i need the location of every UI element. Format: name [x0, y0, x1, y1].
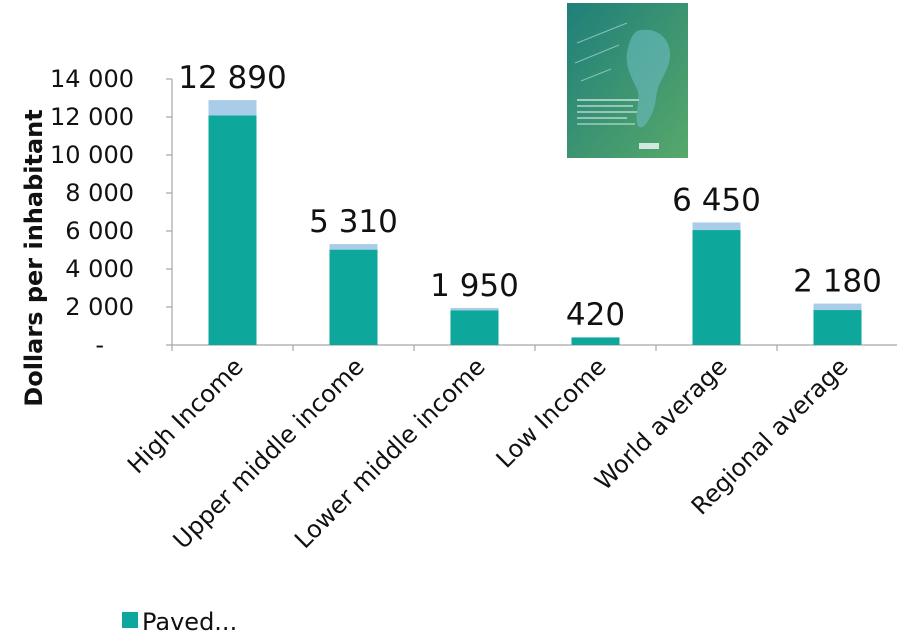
- bar-segment-paved: [329, 249, 378, 345]
- legend: Paved...: [122, 608, 237, 636]
- data-label: 6 450: [672, 182, 761, 218]
- bar-segment-series-2: [208, 100, 257, 116]
- bar-segment-series-2: [813, 303, 862, 311]
- y-tick-label: 8 000: [65, 179, 134, 207]
- bar-segment-paved: [813, 310, 862, 345]
- bar-segment-paved: [692, 230, 741, 345]
- y-tick-label: 14 000: [50, 65, 134, 93]
- y-tick-label: 4 000: [65, 255, 134, 283]
- legend-label-paved: Paved...: [142, 608, 237, 636]
- bar-segment-series-2: [571, 337, 620, 338]
- data-labels: 12 890 5 310 1 950 420 6 450 2 180: [178, 60, 882, 333]
- x-tick-label: High Income: [122, 352, 249, 479]
- legend-swatch-paved: [122, 612, 138, 628]
- y-tick-label: 10 000: [50, 141, 134, 169]
- x-axis-ticks: [171, 345, 778, 351]
- y-axis-title: Dollars per inhabitant: [20, 109, 48, 406]
- data-label: 5 310: [309, 204, 398, 240]
- y-tick-label: -: [95, 331, 104, 359]
- y-tick-label: 12 000: [50, 103, 134, 131]
- report-cover-image: [567, 3, 688, 158]
- bar-segment-series-2: [692, 222, 741, 231]
- x-tick-label: Low Income: [491, 352, 612, 473]
- y-axis-ticks: - 2 000 4 000 6 000 8 000 10 000 12 000 14 000: [50, 65, 172, 359]
- report-cover-illustration: [567, 3, 688, 158]
- data-label: 420: [566, 297, 625, 333]
- data-label: 2 180: [793, 264, 882, 300]
- bar-segment-paved: [571, 337, 620, 345]
- bar-segment-paved: [208, 115, 257, 345]
- data-label: 1 950: [430, 268, 519, 304]
- data-label: 12 890: [178, 60, 286, 96]
- bar-segment-series-2: [329, 244, 378, 250]
- bar-segment-paved: [450, 310, 499, 345]
- y-tick-label: 2 000: [65, 293, 134, 321]
- y-tick-label: 6 000: [65, 217, 134, 245]
- bars: [208, 100, 862, 345]
- bar-segment-series-2: [450, 307, 499, 311]
